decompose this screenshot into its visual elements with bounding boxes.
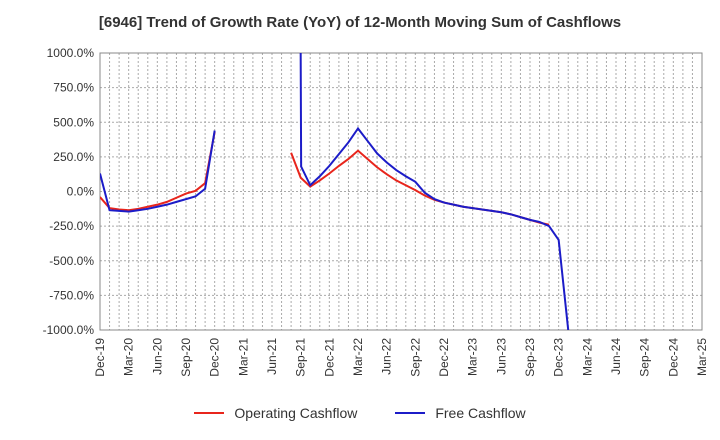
x-tick-label: Jun-23 [494,338,508,375]
x-tick-label: Mar-22 [351,338,365,376]
y-tick-label: -500.0% [49,254,94,268]
x-tick-label: Dec-23 [552,338,566,377]
x-tick-label: Sep-21 [294,338,308,377]
legend-swatch-free [395,412,426,414]
y-tick-label: 0.0% [67,185,95,199]
x-tick-label: Dec-21 [322,338,336,377]
y-tick-label: -250.0% [49,219,94,233]
series-line-free-cashflow [100,130,216,213]
legend-label-operating: Operating Cashflow [234,405,358,421]
x-tick-label: Jun-24 [609,338,623,375]
x-tick-label: Dec-20 [208,338,222,377]
x-tick-label: Mar-25 [695,338,709,376]
x-tick-label: Mar-24 [580,338,594,376]
legend-swatch-operating [194,412,225,414]
x-tick-label: Sep-20 [179,338,193,377]
x-tick-label: Mar-21 [236,338,250,376]
legend-label-free: Free Cashflow [435,405,526,421]
y-tick-label: 750.0% [53,81,94,95]
series-line-free-cashflow [299,53,570,330]
grid-layer [100,53,702,330]
x-tick-label: Jun-21 [265,338,279,375]
x-tick-label: Dec-22 [437,338,451,377]
y-tick-label: 250.0% [53,150,94,164]
chart-title: [6946] Trend of Growth Rate (YoY) of 12-… [98,14,622,31]
plot-border [99,52,703,331]
x-tick-label: Sep-23 [523,338,537,377]
y-tick-label: 1000.0% [47,46,95,60]
x-tick-label: Sep-24 [638,338,652,377]
axis-layer: 1000.0% 750.0% 500.0% 250.0% 0.0% -250.0% -500… [43,46,709,377]
legend-item-operating: Operating Cashflow [194,405,357,421]
x-tick-label: Dec-19 [93,338,107,377]
series-line-operating-cashflow [100,131,216,212]
x-tick-label: Dec-24 [666,338,680,377]
y-tick-label: -750.0% [49,288,94,302]
series-layer [100,53,570,330]
legend: Operating Cashflow Free Cashflow [0,405,720,421]
y-tick-label: 500.0% [53,115,94,129]
x-tick-label: Sep-22 [408,338,422,377]
x-tick-label: Jun-22 [380,338,394,375]
x-tick-label: Mar-23 [466,338,480,376]
y-tick-label: -1000.0% [43,323,95,337]
x-tick-label: Jun-20 [150,338,164,375]
legend-item-free: Free Cashflow [395,405,526,421]
x-tick-label: Mar-20 [122,338,136,376]
